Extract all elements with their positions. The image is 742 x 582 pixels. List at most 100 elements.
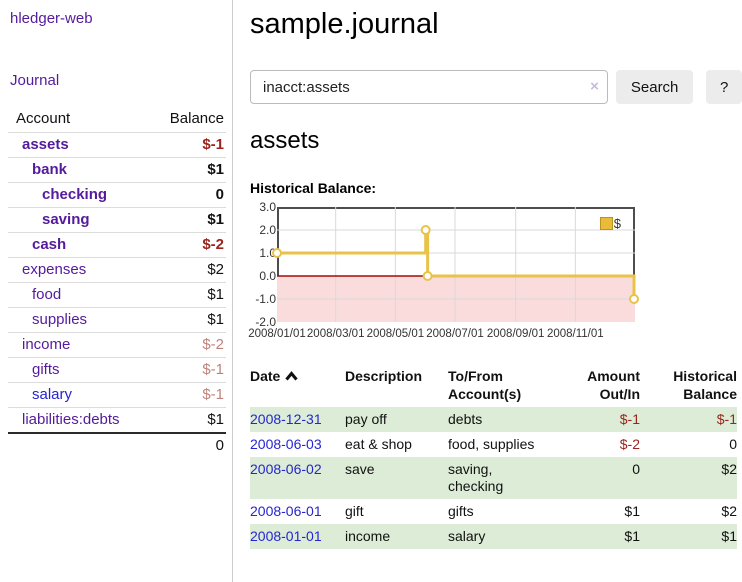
chart-series-layer [272, 207, 640, 322]
account-balance: $2 [147, 257, 226, 283]
register-header-amount: Amount Out/In [587, 368, 640, 402]
transaction-description: save [345, 461, 375, 477]
main-content: sample.journal × Search ? assets Histori… [233, 0, 742, 582]
transaction-amount: $1 [624, 503, 640, 519]
register-row: 2008-06-03 eat & shop food, supplies $-2… [250, 432, 737, 457]
balance-column-header: Balance [169, 110, 224, 127]
transaction-amount: $-1 [619, 411, 640, 427]
accounts-total-row: 0 [8, 432, 226, 458]
register-header-date[interactable]: Date [250, 365, 345, 407]
account-link-saving[interactable]: saving [42, 211, 90, 228]
account-balance: 0 [147, 182, 226, 208]
x-axis-tick-label: 2008/11/01 [546, 328, 604, 340]
register-row: 2008-01-01 income salary $1 $1 [250, 524, 737, 549]
account-link-food[interactable]: food [32, 286, 62, 303]
account-row: salary $-1 [8, 382, 226, 408]
transaction-date-link[interactable]: 2008-06-03 [250, 436, 322, 452]
y-axis-tick-label: 2.0 [259, 223, 276, 237]
transaction-date-link[interactable]: 2008-01-01 [250, 528, 322, 544]
transaction-amount: $1 [624, 528, 640, 544]
y-axis-tick-label: -1.0 [255, 292, 276, 306]
account-row: cash $-2 [8, 232, 226, 258]
transaction-accounts: debts [448, 411, 483, 427]
transaction-description: eat & shop [345, 436, 412, 452]
search-form: × Search ? [250, 70, 742, 104]
search-help-button[interactable]: ? [706, 70, 742, 104]
account-row: gifts $-1 [8, 357, 226, 383]
register-table: Date Description To/From Account(s) Amou… [250, 365, 737, 549]
account-row: saving $1 [8, 207, 226, 233]
account-link-salary[interactable]: salary [32, 386, 73, 403]
account-row: assets $-1 [8, 132, 226, 158]
account-balance: $-1 [147, 382, 226, 408]
y-axis-tick-label: -2.0 [255, 315, 276, 329]
account-link-assets[interactable]: assets [22, 136, 69, 153]
account-link-expenses[interactable]: expenses [22, 261, 87, 278]
legend-swatch-icon [599, 217, 613, 230]
transaction-balance: $2 [721, 461, 737, 477]
sidebar-item-journal[interactable]: Journal [10, 72, 60, 89]
transaction-date-link[interactable]: 2008-12-31 [250, 411, 322, 427]
account-row: liabilities:debts $1 [8, 407, 226, 433]
account-row: expenses $2 [8, 257, 226, 283]
account-link-bank[interactable]: bank [32, 161, 68, 178]
search-button[interactable]: Search [615, 70, 694, 104]
account-link-gifts[interactable]: gifts [32, 361, 60, 378]
account-link-cash[interactable]: cash [32, 236, 67, 253]
transaction-date-link[interactable]: 2008-06-01 [250, 503, 322, 519]
accounts-table: Account Balance assets $-1 bank $1 check… [8, 106, 226, 458]
transaction-date-link[interactable]: 2008-06-02 [250, 461, 322, 477]
transaction-accounts: saving, checking [448, 461, 504, 494]
accounts-column-header: Account [16, 110, 71, 127]
account-row: bank $1 [8, 157, 226, 183]
transaction-balance: $-1 [716, 411, 737, 427]
account-row: supplies $1 [8, 307, 226, 333]
account-balance: $-2 [147, 232, 226, 258]
account-heading: assets [250, 127, 320, 154]
transaction-description: income [345, 528, 391, 544]
x-axis-tick-label: 2008/03/01 [306, 328, 365, 340]
transaction-accounts: salary [448, 528, 486, 544]
account-balance: $-1 [147, 132, 226, 158]
x-axis-tick-label: 2008/09/01 [486, 328, 545, 340]
x-axis-tick-label: 2008/01/01 [248, 328, 306, 340]
transaction-balance: $2 [721, 503, 737, 519]
sidebar: hledger-web Journal Account Balance asse… [0, 0, 233, 582]
register-header-description: Description [345, 368, 423, 384]
account-link-income[interactable]: income [22, 336, 71, 353]
account-row: food $1 [8, 282, 226, 308]
register-header-accounts: To/From Account(s) [448, 368, 522, 402]
search-input[interactable] [250, 70, 608, 104]
sort-ascending-icon [285, 371, 299, 381]
legend-label: $ [613, 216, 621, 231]
account-row: income $-2 [8, 332, 226, 358]
transaction-amount: $-2 [619, 436, 640, 452]
transaction-balance: $1 [721, 528, 737, 544]
account-balance: $-1 [147, 357, 226, 383]
y-axis-tick-label: 1.0 [259, 246, 276, 260]
transaction-accounts: food, supplies [448, 436, 535, 452]
transaction-accounts: gifts [448, 503, 474, 519]
account-balance: $1 [147, 282, 226, 308]
chart-title: Historical Balance: [250, 180, 377, 196]
page-title: sample.journal [250, 8, 439, 40]
transaction-amount: 0 [632, 461, 640, 477]
x-axis-tick-label: 2008/05/01 [366, 328, 425, 340]
historical-balance-chart: $ 3.0 2.0 1.0 0.0 -1.0 -2.0 2008/01/01 2008/03/… [248, 200, 650, 343]
account-balance: $1 [147, 407, 226, 433]
y-axis-tick-label: 3.0 [259, 200, 276, 214]
account-link-liabilities-debts[interactable]: liabilities:debts [22, 411, 120, 428]
register-row: 2008-06-02 save saving, checking 0 $2 [250, 457, 737, 499]
x-axis-tick-label: 2008/07/01 [426, 328, 484, 340]
brand-link[interactable]: hledger-web [10, 10, 93, 27]
register-header-balance: Historical Balance [673, 368, 737, 402]
account-balance: $-2 [147, 332, 226, 358]
transaction-description: gift [345, 503, 364, 519]
y-axis-tick-label: 0.0 [259, 269, 276, 283]
account-link-supplies[interactable]: supplies [32, 311, 88, 328]
clear-search-icon[interactable]: × [590, 78, 599, 95]
account-link-checking[interactable]: checking [42, 186, 108, 203]
account-balance: $1 [147, 307, 226, 333]
transaction-balance: 0 [729, 436, 737, 452]
account-balance: $1 [147, 157, 226, 183]
